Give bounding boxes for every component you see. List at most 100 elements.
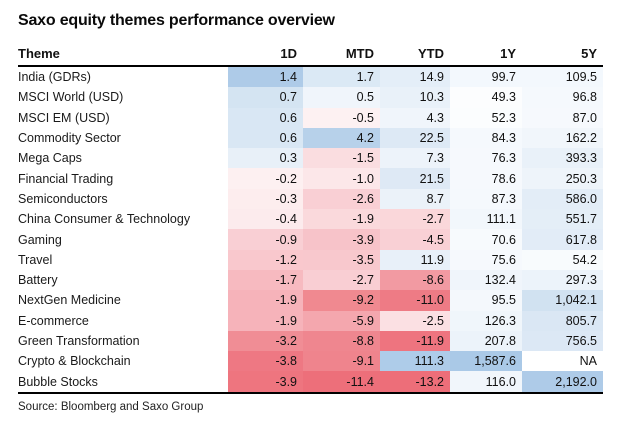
- value-cell: -0.3: [228, 188, 303, 210]
- value-cell: -3.5: [303, 249, 380, 270]
- header-cell-1d: 1D: [280, 46, 297, 61]
- value-cell: -9.1: [303, 351, 380, 372]
- value-cell: 22.5: [380, 127, 450, 149]
- theme-cell: Commodity Sector: [18, 131, 121, 146]
- value-cell: -8.8: [303, 330, 380, 352]
- value-cell: 111.3: [380, 351, 450, 372]
- value-cell: 586.0: [522, 188, 603, 210]
- page-title: Saxo equity themes performance overview: [18, 12, 335, 29]
- value-cell: -13.2: [380, 371, 450, 392]
- value-cell: -0.5: [303, 107, 380, 128]
- header-cell-1y: 1Y: [500, 46, 516, 61]
- theme-cell: MSCI World (USD): [18, 90, 124, 105]
- table-row: Travel -1.2 -3.5 11.9 75.6 54.2: [18, 249, 603, 270]
- theme-cell: Crypto & Blockchain: [18, 354, 131, 369]
- value-cell: 78.6: [450, 168, 522, 189]
- value-cell: -2.7: [303, 269, 380, 291]
- value-cell: -1.9: [303, 209, 380, 230]
- value-cell: 551.7: [522, 209, 603, 230]
- value-cell: -3.8: [228, 351, 303, 372]
- theme-cell: China Consumer & Technology: [18, 212, 191, 227]
- theme-cell: Gaming: [18, 232, 62, 247]
- table-row: Mega Caps 0.3 -1.5 7.3 76.3 393.3: [18, 148, 603, 169]
- value-cell: -1.2: [228, 249, 303, 270]
- value-cell: 805.7: [522, 310, 603, 331]
- value-cell: -11.4: [303, 371, 380, 392]
- value-cell: 162.2: [522, 127, 603, 149]
- value-cell: 116.0: [450, 371, 522, 392]
- value-cell: 111.1: [450, 209, 522, 230]
- value-cell: 0.3: [228, 148, 303, 169]
- value-cell: -9.2: [303, 290, 380, 311]
- theme-cell: Travel: [18, 252, 53, 267]
- value-cell: -4.5: [380, 229, 450, 250]
- theme-cell: Green Transformation: [18, 334, 140, 348]
- value-cell: 49.3: [450, 87, 522, 108]
- header-cell-ytd: YTD: [418, 46, 444, 61]
- value-cell: -11.0: [380, 290, 450, 311]
- value-cell: 70.6: [450, 229, 522, 250]
- value-cell: 0.7: [228, 87, 303, 108]
- value-cell: -11.9: [380, 330, 450, 352]
- value-cell: -2.7: [380, 209, 450, 230]
- value-cell: 8.7: [380, 188, 450, 210]
- theme-cell: Battery: [18, 273, 58, 288]
- table-row: Bubble Stocks -3.9 -11.4 -13.2 116.0 2,192.0: [18, 371, 603, 392]
- value-cell: 297.3: [522, 269, 603, 291]
- value-cell: 756.5: [522, 330, 603, 352]
- theme-cell: India (GDRs): [18, 70, 91, 85]
- value-cell: 126.3: [450, 310, 522, 331]
- table-body: India (GDRs) 1.4 1.7 14.9 99.7 109.5 MSCI Worl…: [18, 67, 603, 394]
- table-row: E-commerce -1.9 -5.9 -2.5 126.3 805.7: [18, 310, 603, 331]
- theme-cell: Financial Trading: [18, 171, 114, 186]
- value-cell: 87.0: [522, 107, 603, 128]
- value-cell: 99.7: [450, 67, 522, 88]
- theme-cell: Bubble Stocks: [18, 374, 98, 389]
- table-row: India (GDRs) 1.4 1.7 14.9 99.7 109.5: [18, 67, 603, 88]
- value-cell: -1.5: [303, 148, 380, 169]
- value-cell: 2,192.0: [522, 371, 603, 392]
- value-cell: -1.7: [228, 269, 303, 291]
- value-cell: -0.4: [228, 209, 303, 230]
- value-cell: 11.9: [380, 249, 450, 270]
- table-row: Gaming -0.9 -3.9 -4.5 70.6 617.8: [18, 229, 603, 250]
- theme-cell: MSCI EM (USD): [18, 110, 110, 125]
- theme-cell: E-commerce: [18, 313, 89, 328]
- theme-cell: NextGen Medicine: [18, 293, 121, 308]
- table-row: Battery -1.7 -2.7 -8.6 132.4 297.3: [18, 269, 603, 291]
- value-cell: 250.3: [522, 168, 603, 189]
- value-cell: 14.9: [380, 67, 450, 88]
- value-cell: 0.6: [228, 107, 303, 128]
- table-row: Financial Trading -0.2 -1.0 21.5 78.6 250.3: [18, 168, 603, 189]
- value-cell: 7.3: [380, 148, 450, 169]
- value-cell: 95.5: [450, 290, 522, 311]
- value-cell: -2.6: [303, 188, 380, 210]
- value-cell: -0.2: [228, 168, 303, 189]
- header-cell-mtd: MTD: [345, 46, 374, 61]
- value-cell: -3.9: [303, 229, 380, 250]
- value-cell: 1,042.1: [522, 290, 603, 311]
- value-cell: -1.9: [228, 290, 303, 311]
- value-cell: -0.9: [228, 229, 303, 250]
- value-cell: 109.5: [522, 67, 603, 88]
- value-cell: 87.3: [450, 188, 522, 210]
- value-cell: -2.5: [380, 310, 450, 331]
- performance-table: Theme 1D MTD YTD 1Y 5Y India (GDRs) 1.4 1.7 14.9…: [18, 46, 603, 394]
- table-row: Crypto & Blockchain -3.8 -9.1 111.3 1,587.6 N…: [18, 351, 603, 372]
- value-cell: -5.9: [303, 310, 380, 331]
- table-row: NextGen Medicine -1.9 -9.2 -11.0 95.5 1,042.1: [18, 290, 603, 311]
- value-cell: 54.2: [522, 249, 603, 270]
- value-cell: -1.0: [303, 168, 380, 189]
- table-row: MSCI World (USD) 0.7 0.5 10.3 49.3 96.8: [18, 87, 603, 108]
- source-note: Source: Bloomberg and Saxo Group: [18, 400, 204, 413]
- value-cell: 52.3: [450, 107, 522, 128]
- table-row: MSCI EM (USD) 0.6 -0.5 4.3 52.3 87.0: [18, 107, 603, 128]
- table-row: China Consumer & Technology -0.4 -1.9 -2.7 1…: [18, 209, 603, 230]
- value-cell: 96.8: [522, 87, 603, 108]
- value-cell: 617.8: [522, 229, 603, 250]
- value-cell: 207.8: [450, 330, 522, 352]
- value-cell: 84.3: [450, 127, 522, 149]
- value-cell: 21.5: [380, 168, 450, 189]
- header-cell-5y: 5Y: [581, 46, 597, 61]
- value-cell: 1.7: [303, 67, 380, 88]
